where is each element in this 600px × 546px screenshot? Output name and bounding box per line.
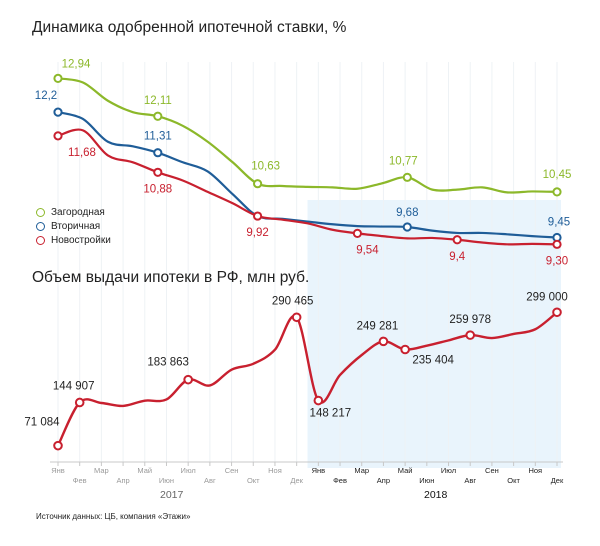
x-tick-label: Июн <box>159 476 174 485</box>
x-tick-label: Апр <box>377 476 390 485</box>
legend-item-secondary: Вторичная <box>36 219 111 233</box>
rate-point-Загородная <box>253 179 263 189</box>
rate-point-Новостройки <box>253 211 263 221</box>
volume-data-label: 235 404 <box>412 355 454 367</box>
year-label-2018: 2018 <box>424 489 448 501</box>
rate-data-label: 12,2 <box>35 90 57 102</box>
volume-data-label: 259 978 <box>449 314 491 326</box>
rate-data-label: 11,31 <box>144 131 172 143</box>
volume-point <box>400 344 410 355</box>
x-tick-label: Мар <box>94 466 109 475</box>
rate-line-Новостройки <box>57 128 558 246</box>
x-tick-label: Мар <box>354 466 369 475</box>
rate-point-Вторичная <box>153 148 163 158</box>
rate-data-label: 10,45 <box>543 169 572 181</box>
legend-label-new-buildings: Новостройки <box>51 234 111 246</box>
x-tick-label: Дек <box>290 476 303 485</box>
legend-label-suburban: Загородная <box>51 206 105 218</box>
x-tick-label: Сен <box>485 466 499 475</box>
legend-marker-suburban <box>36 207 45 217</box>
rate-data-label: 11,68 <box>68 147 96 159</box>
rate-data-label: 10,88 <box>143 183 172 195</box>
rate-line-Вторичная <box>57 111 558 239</box>
x-tick-label: Авг <box>464 476 476 485</box>
rate-point-Новостройки <box>53 131 63 141</box>
x-tick-label: Окт <box>247 476 260 485</box>
rate-line-Загородная <box>57 77 558 194</box>
volume-data-label: 299 000 <box>526 291 568 303</box>
x-tick-label: Ноя <box>268 466 282 475</box>
legend-item-new-buildings: Новостройки <box>36 233 111 247</box>
rate-point-Вторичная <box>402 222 412 232</box>
rate-point-Загородная <box>402 172 412 182</box>
rate-point-Вторичная <box>53 107 63 117</box>
volume-data-label: 183 863 <box>147 357 189 369</box>
volume-data-label: 290 465 <box>272 295 314 307</box>
rate-data-label: 9,45 <box>548 216 570 228</box>
x-tick-label: Июл <box>441 466 456 475</box>
legend-label-secondary: Вторичная <box>51 220 101 232</box>
volume-point <box>378 336 389 347</box>
volume-data-label: 144 907 <box>53 380 95 392</box>
rate-point-Загородная <box>53 73 63 84</box>
volume-point <box>74 397 85 408</box>
volume-point <box>183 374 193 385</box>
volume-data-label: 249 281 <box>357 320 399 332</box>
rate-point-Новостройки <box>153 167 163 177</box>
legend-item-suburban: Загородная <box>36 205 111 219</box>
x-tick-label: Ноя <box>528 466 542 475</box>
rate-data-label: 9,54 <box>356 244 379 256</box>
rate-chart-title: Динамика одобренной ипотечной ставки, % <box>32 19 347 36</box>
legend-marker-new-buildings <box>36 235 45 245</box>
year-label-2017: 2017 <box>160 489 184 501</box>
year-2018-highlight <box>307 200 561 468</box>
data-source-note: Источник данных: ЦБ, компания «Этажи» <box>36 512 191 521</box>
rate-data-label: 9,4 <box>449 251 466 263</box>
volume-point <box>53 440 63 451</box>
x-tick-label: Фев <box>73 476 87 485</box>
x-tick-label: Янв <box>51 466 65 475</box>
x-tick-label: Окт <box>507 476 520 485</box>
x-tick-label: Апр <box>116 476 129 485</box>
volume-point <box>313 395 324 406</box>
rate-data-label: 12,11 <box>144 95 172 107</box>
rate-data-label: 10,77 <box>389 155 418 167</box>
x-tick-label: Май <box>398 466 413 475</box>
volume-point <box>291 312 302 323</box>
x-tick-label: Июл <box>181 466 196 475</box>
rate-data-label: 12,94 <box>62 58 91 70</box>
x-tick-label: Сен <box>225 466 239 475</box>
volume-point <box>465 330 476 340</box>
rate-data-label: 9,92 <box>246 227 268 239</box>
volume-point <box>552 307 562 318</box>
rate-data-label: 9,30 <box>546 255 568 267</box>
x-tick-label: Янв <box>312 466 326 475</box>
rate-point-Новостройки <box>552 239 562 249</box>
volume-chart-title: Объем выдачи ипотеки в РФ, млн руб. <box>32 269 310 286</box>
rate-point-Загородная <box>552 187 562 197</box>
rate-data-label: 9,68 <box>396 207 418 219</box>
volume-data-label: 148 217 <box>310 408 352 420</box>
rate-point-Новостройки <box>452 235 462 245</box>
rate-legend: Загородная Вторичная Новостройки <box>36 205 111 247</box>
rate-point-Новостройки <box>352 228 362 238</box>
x-tick-label: Июн <box>419 476 434 485</box>
x-tick-label: Май <box>137 466 152 475</box>
x-tick-label: Авг <box>204 476 216 485</box>
x-tick-label: Фев <box>333 476 347 485</box>
x-tick-label: Дек <box>551 476 564 485</box>
rate-data-label: 10,63 <box>251 161 280 173</box>
legend-marker-secondary <box>36 221 45 231</box>
rate-point-Загородная <box>153 111 163 121</box>
volume-data-label: 71 084 <box>24 417 60 429</box>
